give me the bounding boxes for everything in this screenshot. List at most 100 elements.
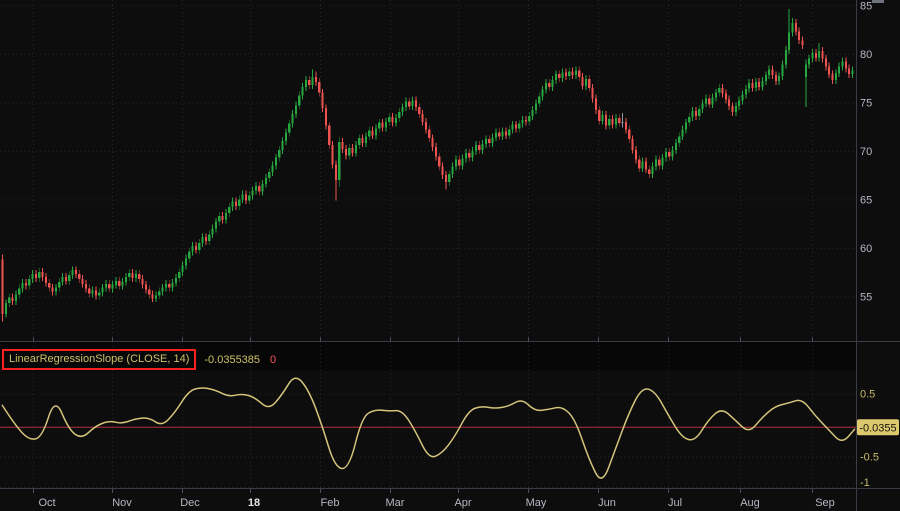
candle[interactable]	[738, 100, 741, 107]
candle[interactable]	[444, 175, 447, 182]
candle[interactable]	[571, 71, 574, 76]
candle[interactable]	[188, 251, 191, 259]
candle[interactable]	[304, 80, 307, 87]
candle[interactable]	[398, 112, 401, 118]
candle[interactable]	[468, 152, 471, 158]
candle[interactable]	[81, 278, 84, 284]
candle[interactable]	[784, 50, 787, 65]
candle[interactable]	[191, 245, 194, 252]
candle[interactable]	[741, 94, 744, 101]
candle[interactable]	[94, 290, 97, 296]
candle[interactable]	[451, 166, 454, 175]
candle[interactable]	[778, 76, 781, 82]
candle[interactable]	[414, 100, 417, 108]
linear-regression-slope-line[interactable]	[1, 377, 856, 479]
candle[interactable]	[668, 151, 671, 157]
candle[interactable]	[394, 117, 397, 123]
candle[interactable]	[354, 145, 357, 153]
candle[interactable]	[438, 156, 441, 167]
candle[interactable]	[74, 270, 77, 275]
candle[interactable]	[661, 157, 664, 166]
candle[interactable]	[608, 118, 611, 126]
candle[interactable]	[284, 132, 287, 142]
candle[interactable]	[241, 194, 244, 200]
candle[interactable]	[424, 121, 427, 130]
candle[interactable]	[751, 82, 754, 88]
time-axis-labels[interactable]: Oct Nov Dec 18 Feb Mar Apr May Jun Jul Aug Sep	[38, 497, 834, 509]
candle[interactable]	[384, 121, 387, 128]
candle[interactable]	[634, 149, 637, 160]
candle[interactable]	[244, 194, 247, 201]
candle[interactable]	[748, 82, 751, 89]
candle[interactable]	[501, 131, 504, 137]
candle[interactable]	[484, 139, 487, 145]
candle[interactable]	[771, 69, 774, 76]
candle[interactable]	[411, 100, 414, 107]
candle[interactable]	[774, 75, 777, 81]
candle[interactable]	[761, 81, 764, 87]
candle[interactable]	[44, 277, 47, 283]
candle[interactable]	[581, 77, 584, 86]
candle[interactable]	[41, 272, 44, 277]
candle[interactable]	[781, 64, 784, 77]
candle[interactable]	[61, 277, 64, 282]
candle[interactable]	[674, 143, 677, 150]
candle[interactable]	[454, 159, 457, 167]
candle[interactable]	[121, 281, 124, 286]
candle[interactable]	[378, 122, 381, 129]
candle[interactable]	[758, 82, 761, 87]
candle[interactable]	[8, 297, 11, 304]
candle[interactable]	[168, 283, 171, 288]
candle[interactable]	[224, 212, 227, 220]
candle[interactable]	[154, 295, 157, 299]
candle[interactable]	[54, 287, 57, 292]
candle[interactable]	[611, 118, 614, 125]
candle[interactable]	[98, 292, 101, 296]
indicator-axis-labels[interactable]: 0.5 -0.5 -1	[860, 389, 879, 489]
candle[interactable]	[594, 98, 597, 111]
candle[interactable]	[58, 281, 61, 288]
candle[interactable]	[821, 50, 824, 59]
candle[interactable]	[421, 114, 424, 122]
candle[interactable]	[341, 142, 344, 149]
candle[interactable]	[708, 98, 711, 105]
candle[interactable]	[404, 101, 407, 108]
candle[interactable]	[544, 82, 547, 90]
candle[interactable]	[798, 31, 801, 41]
candle[interactable]	[474, 145, 477, 151]
candle[interactable]	[838, 66, 841, 74]
candle[interactable]	[651, 166, 654, 175]
indicator-legend-title[interactable]: LinearRegressionSlope (CLOSE, 14)	[2, 349, 197, 370]
candle[interactable]	[728, 99, 731, 107]
candle[interactable]	[258, 185, 261, 192]
candle[interactable]	[808, 58, 811, 65]
candle[interactable]	[114, 280, 117, 285]
candle[interactable]	[101, 287, 104, 293]
candle[interactable]	[78, 274, 81, 279]
candle[interactable]	[254, 185, 257, 191]
candle[interactable]	[64, 277, 67, 281]
candle[interactable]	[68, 275, 71, 281]
candle[interactable]	[764, 75, 767, 81]
candle[interactable]	[841, 61, 844, 67]
candle[interactable]	[591, 87, 594, 99]
candle[interactable]	[671, 149, 674, 157]
candle[interactable]	[208, 234, 211, 242]
candle[interactable]	[298, 95, 301, 106]
candle[interactable]	[344, 148, 347, 156]
candle[interactable]	[828, 66, 831, 75]
candle[interactable]	[228, 207, 231, 213]
candle[interactable]	[718, 87, 721, 93]
candle[interactable]	[601, 115, 604, 121]
candle[interactable]	[744, 88, 747, 95]
candle[interactable]	[104, 283, 107, 288]
candle[interactable]	[291, 114, 294, 124]
candle[interactable]	[604, 115, 607, 126]
candle[interactable]	[618, 117, 621, 123]
candle[interactable]	[848, 68, 851, 75]
candle[interactable]	[374, 128, 377, 136]
candle[interactable]	[18, 288, 21, 295]
candle[interactable]	[694, 111, 697, 116]
candle[interactable]	[481, 144, 484, 150]
candle[interactable]	[844, 61, 847, 69]
